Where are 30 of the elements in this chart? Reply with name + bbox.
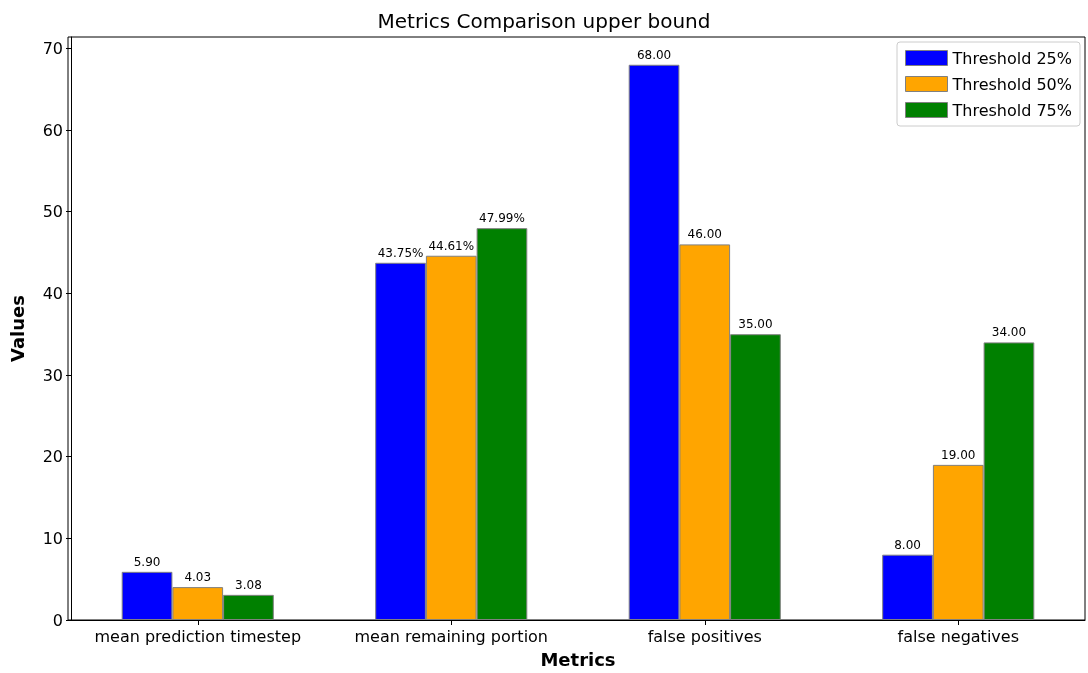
- y-tick-label: 50: [42, 202, 63, 222]
- x-axis-title: Metrics: [540, 648, 616, 670]
- data-label: 43.75%: [377, 245, 424, 260]
- y-tick-label: 60: [42, 120, 63, 140]
- y-tick-label: 0: [52, 610, 63, 630]
- data-label: 46.00: [687, 227, 722, 242]
- data-label: 35.00: [738, 317, 773, 332]
- data-label: 68.00: [636, 47, 672, 62]
- x-tick-label: false negatives: [897, 626, 1019, 646]
- y-tick-label: 20: [42, 447, 63, 467]
- chart-title: Metrics Comparison upper bound: [377, 9, 711, 33]
- y-tick-label: 40: [42, 283, 63, 303]
- data-label: 44.61%: [428, 238, 475, 253]
- legend-label: Threshold 25%: [951, 48, 1072, 68]
- y-tick-label: 10: [42, 528, 63, 548]
- data-label: 19.00: [941, 447, 976, 462]
- y-axis-title: Values: [6, 295, 28, 362]
- data-label: 8.00: [894, 537, 921, 552]
- x-tick-label: mean prediction timestep: [94, 626, 302, 646]
- y-tick-label: 30: [42, 365, 63, 385]
- x-tick-label: false positives: [647, 626, 762, 646]
- x-tick-label: mean remaining portion: [354, 626, 549, 646]
- data-label: 5.90: [133, 554, 161, 569]
- data-label: 4.03: [184, 570, 212, 585]
- data-label: 34.00: [991, 325, 1027, 340]
- data-label: 3.08: [235, 577, 262, 592]
- y-tick-label: 70: [42, 38, 63, 58]
- data-label: 47.99%: [479, 211, 525, 226]
- legend-label: Threshold 75%: [951, 100, 1072, 120]
- legend-label: Threshold 50%: [951, 74, 1072, 94]
